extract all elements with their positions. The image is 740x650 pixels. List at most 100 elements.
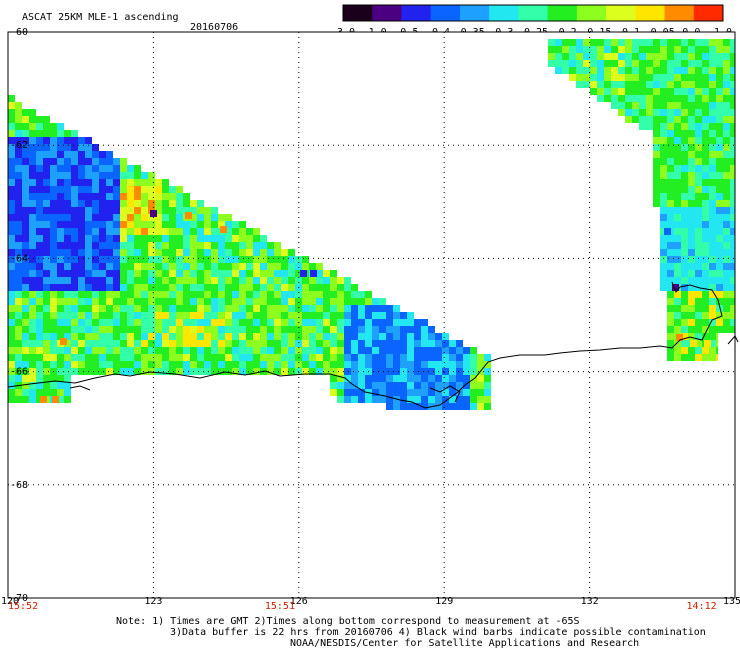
swath-cell (421, 340, 428, 347)
swath-cell (113, 158, 120, 165)
swath-cell (239, 354, 246, 361)
swath-cell (36, 340, 43, 347)
swath-cell (211, 319, 218, 326)
swath-cell (674, 347, 681, 354)
swath-cell (134, 242, 141, 249)
swath-cell (281, 326, 288, 333)
swath-cell (442, 382, 449, 389)
swath-cell (716, 200, 723, 207)
swath-cell (183, 291, 190, 298)
swath-cell (253, 235, 260, 242)
swath-cell (695, 116, 702, 123)
swath-cell (29, 151, 36, 158)
swath-cell (50, 242, 57, 249)
swath-cell (674, 137, 681, 144)
swath-cell (50, 200, 57, 207)
swath-cell (688, 193, 695, 200)
swath-cell (141, 263, 148, 270)
swath-cell (85, 333, 92, 340)
swath-cell (295, 361, 302, 368)
swath-cell (632, 116, 639, 123)
swath-cell (204, 305, 211, 312)
swath-cell (99, 368, 106, 375)
swath-cell (702, 81, 709, 88)
swath-cell (688, 109, 695, 116)
swath-cell (730, 270, 735, 277)
swath-cell (15, 340, 22, 347)
swath-cell (653, 165, 660, 172)
swath-cell (583, 46, 590, 53)
swath-cell (50, 130, 57, 137)
swath-cell (15, 396, 22, 403)
swath-cell (120, 207, 127, 214)
swath-cell (15, 389, 22, 396)
swath-cell (688, 221, 695, 228)
swath-cell (351, 333, 358, 340)
swath-cell (288, 256, 295, 263)
swath-cell (183, 333, 190, 340)
swath-cell (169, 319, 176, 326)
swath-cell (309, 277, 316, 284)
swath-cell (141, 256, 148, 263)
swath-cell (99, 270, 106, 277)
swath-cell (232, 312, 239, 319)
swath-cell (400, 326, 407, 333)
swath-cell (562, 60, 569, 67)
swath-cell (442, 389, 449, 396)
swath-cell (99, 249, 106, 256)
swath-cell (646, 46, 653, 53)
swath-cell (134, 347, 141, 354)
swath-cell (36, 298, 43, 305)
swath-cell (358, 382, 365, 389)
swath-cell (709, 74, 716, 81)
swath-cell (716, 354, 718, 361)
swath-cell (169, 354, 176, 361)
swath-cell (43, 319, 50, 326)
swath-cell (681, 88, 688, 95)
swath-cell (477, 361, 484, 368)
swath-cell (162, 361, 169, 368)
swath-cell (730, 207, 735, 214)
swath-cell (681, 165, 688, 172)
swath-cell (281, 340, 288, 347)
swath-cell (730, 305, 735, 312)
colorbar-segment (459, 5, 490, 21)
swath-cell (660, 130, 667, 137)
swath-cell (330, 277, 337, 284)
swath-cell (246, 354, 253, 361)
swath-cell (716, 333, 718, 340)
swath-cell (400, 396, 407, 403)
swath-cell (590, 46, 597, 53)
swath-cell (92, 256, 99, 263)
swath-cell (36, 165, 43, 172)
swath-cell (50, 193, 57, 200)
swath-cell (190, 312, 197, 319)
swath-cell (267, 242, 274, 249)
swath-cell (379, 389, 386, 396)
swath-cell (71, 158, 78, 165)
swath-cell (358, 326, 365, 333)
swath-cell (113, 326, 120, 333)
swath-cell (709, 242, 716, 249)
swath-cell (435, 396, 442, 403)
swath-cell (141, 235, 148, 242)
swath-cell (569, 39, 576, 46)
swath-cell (50, 263, 57, 270)
swath-cell (64, 193, 71, 200)
swath-cell (8, 179, 15, 186)
swath-cell (141, 298, 148, 305)
swath-cell (702, 102, 709, 109)
swath-cell (15, 333, 22, 340)
swath-cell (71, 312, 78, 319)
swath-cell (372, 333, 379, 340)
swath-cell (113, 340, 120, 347)
swath-cell (57, 242, 64, 249)
swath-cell (625, 88, 632, 95)
swath-cell (134, 256, 141, 263)
swath-cell (456, 403, 463, 410)
swath-cell (604, 53, 611, 60)
swath-cell (78, 221, 85, 228)
swath-cell (183, 312, 190, 319)
time-label: 15:52 (8, 601, 38, 612)
swath-cell (127, 263, 134, 270)
